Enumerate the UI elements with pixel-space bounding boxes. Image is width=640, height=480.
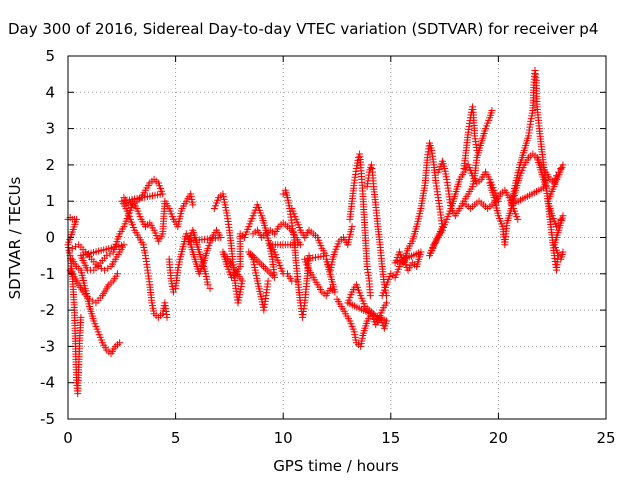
y-tick-label: 0 [45, 229, 55, 247]
data-point [559, 248, 567, 256]
x-tick-label: 10 [274, 429, 293, 447]
y-tick-label: 2 [45, 156, 55, 174]
chart-title: Day 300 of 2016, Sidereal Day-to-day VTE… [8, 20, 598, 38]
y-axis-label: SDTVAR / TECUs [6, 176, 24, 299]
data-point [263, 266, 271, 274]
y-tick-label: -3 [40, 337, 55, 355]
y-tick-label: 5 [45, 47, 55, 65]
data-point [532, 70, 540, 78]
data-point [348, 223, 356, 231]
data-points [64, 67, 567, 398]
data-point [163, 313, 171, 321]
grid-lines [68, 56, 606, 419]
y-tick-label: -1 [40, 265, 55, 283]
data-point [77, 313, 85, 321]
y-tick-label: -5 [40, 410, 55, 428]
data-point [382, 299, 390, 307]
data-point [104, 264, 112, 272]
data-point [97, 264, 105, 272]
y-tick-label: 3 [45, 120, 55, 138]
data-point [355, 154, 363, 162]
data-point [116, 339, 124, 347]
data-point [279, 190, 287, 198]
data-point [269, 272, 277, 280]
data-point [106, 250, 114, 258]
data-point [89, 297, 97, 305]
data-point [206, 284, 214, 292]
data-point [555, 252, 563, 260]
data-point [72, 243, 80, 251]
data-point [258, 261, 266, 269]
data-point [256, 259, 264, 267]
data-point [204, 281, 212, 289]
data-point [553, 223, 561, 231]
data-point [189, 201, 197, 209]
x-tick-label: 25 [596, 429, 615, 447]
data-point [264, 277, 272, 285]
data-point [86, 295, 94, 303]
x-axis-label: GPS time / hours [273, 457, 399, 475]
data-point [488, 106, 496, 114]
x-tick-labels: 0 5 10 15 20 25 [63, 429, 615, 447]
data-point [101, 266, 109, 274]
x-tick-label: 5 [171, 429, 181, 447]
data-point [169, 288, 177, 296]
data-point [254, 257, 262, 265]
data-point [531, 67, 539, 75]
x-tick-label: 20 [489, 429, 508, 447]
data-point [260, 263, 268, 271]
data-point [261, 264, 269, 272]
data-point [367, 161, 375, 169]
y-tick-label: 4 [45, 83, 55, 101]
x-tick-label: 0 [63, 429, 73, 447]
y-tick-labels: -5 -4 -3 -2 -1 0 1 2 3 4 5 [40, 47, 55, 428]
data-point [103, 252, 111, 260]
x-tick-label: 15 [381, 429, 400, 447]
y-tick-label: -2 [40, 301, 55, 319]
data-point [368, 165, 376, 173]
data-point [473, 146, 481, 154]
data-point [68, 244, 76, 252]
data-point [366, 292, 374, 300]
data-point [113, 270, 121, 278]
data-point [514, 215, 522, 223]
y-tick-label: -4 [40, 374, 55, 392]
y-tick-label: 1 [45, 192, 55, 210]
axis-ticks [67, 55, 607, 420]
